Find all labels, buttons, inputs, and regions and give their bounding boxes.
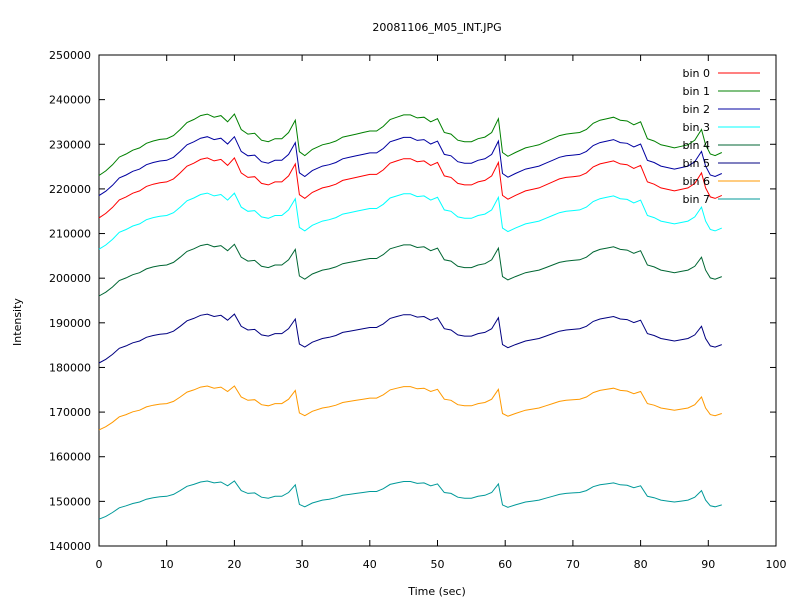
- y-tick-label: 220000: [49, 183, 91, 196]
- axis-ticks: 0 10 20 30 40 50 60 70 80 90 100 140000 150000 160000…: [49, 49, 787, 571]
- series-line-bin-3: [98, 192, 722, 250]
- legend-label: bin 2: [682, 103, 710, 116]
- y-tick-label: 180000: [49, 361, 91, 374]
- legend-label: bin 6: [682, 175, 710, 188]
- x-tick-label: 10: [160, 558, 174, 571]
- x-axis-label: Time (sec): [407, 585, 466, 598]
- x-tick-label: 100: [766, 558, 787, 571]
- series-line-bin-1: [98, 113, 723, 176]
- legend-label: bin 1: [682, 85, 710, 98]
- x-tick-label: 80: [634, 558, 648, 571]
- series-lines: [98, 113, 723, 520]
- series-line-bin-2: [98, 135, 723, 197]
- series-line-bin-7: [98, 480, 722, 520]
- legend-label: bin 0: [682, 67, 710, 80]
- y-tick-label: 170000: [49, 406, 91, 419]
- x-tick-label: 60: [498, 558, 512, 571]
- y-tick-label: 250000: [49, 49, 91, 62]
- series-line-bin-4: [98, 243, 722, 297]
- x-tick-label: 40: [363, 558, 377, 571]
- chart-title: 20081106_M05_INT.JPG: [372, 21, 501, 34]
- y-tick-label: 240000: [49, 94, 91, 107]
- legend-label: bin 5: [682, 157, 710, 170]
- series-line-bin-0: [98, 157, 723, 219]
- plot-frame: [98, 54, 777, 547]
- y-tick-label: 140000: [49, 540, 91, 553]
- x-tick-label: 90: [701, 558, 715, 571]
- series-line-bin-6: [98, 385, 722, 431]
- x-tick-label: 20: [227, 558, 241, 571]
- y-tick-label: 200000: [49, 272, 91, 285]
- x-tick-label: 30: [295, 558, 309, 571]
- y-tick-label: 150000: [49, 495, 91, 508]
- legend-label: bin 4: [682, 139, 710, 152]
- x-tick-label: 50: [431, 558, 445, 571]
- y-tick-label: 230000: [49, 138, 91, 151]
- y-tick-label: 190000: [49, 317, 91, 330]
- y-tick-label: 210000: [49, 228, 91, 241]
- legend-label: bin 7: [682, 193, 710, 206]
- y-axis-label: Intensity: [11, 298, 24, 346]
- legend-label: bin 3: [682, 121, 710, 134]
- y-tick-label: 160000: [49, 451, 91, 464]
- x-tick-label: 70: [566, 558, 580, 571]
- series-line-bin-5: [98, 313, 722, 364]
- legend: bin 0 bin 1 bin 2 bin 3 bin 4 bin 5 bin 6 bin 7: [682, 67, 760, 206]
- x-tick-label: 0: [96, 558, 103, 571]
